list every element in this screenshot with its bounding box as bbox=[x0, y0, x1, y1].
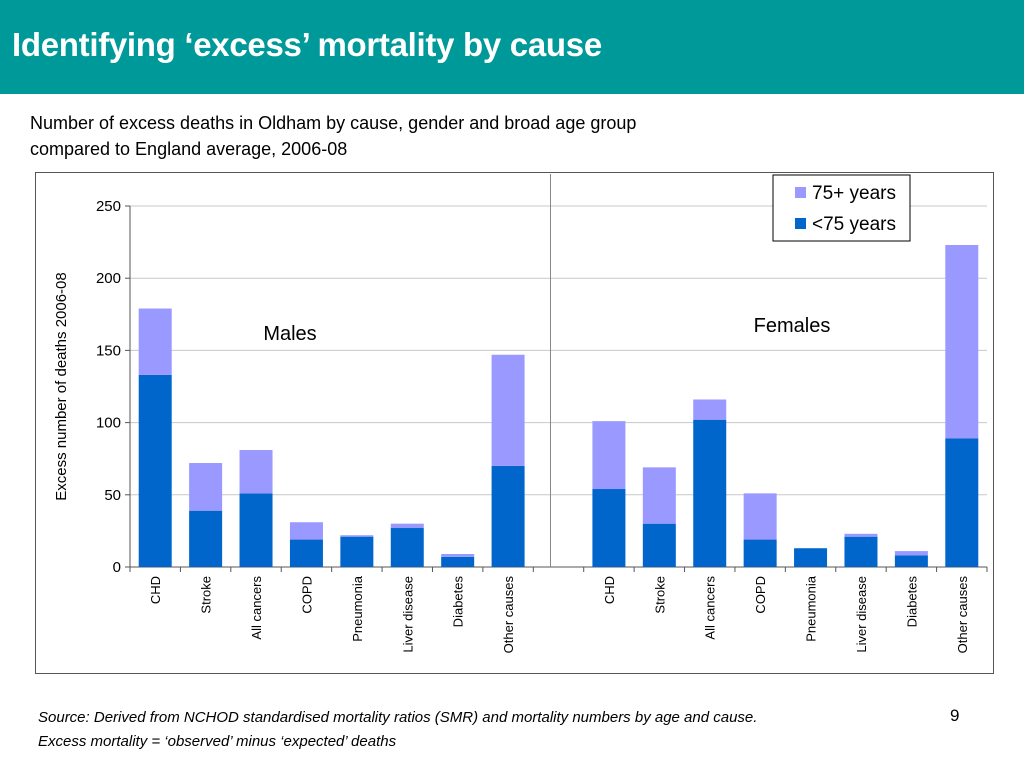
bar-under75 bbox=[743, 539, 777, 567]
x-category-label: Other causes bbox=[501, 576, 516, 654]
x-category-label: All cancers bbox=[249, 576, 264, 640]
x-category-label: Pneumonia bbox=[350, 575, 365, 642]
legend-label-under75: <75 years bbox=[812, 214, 896, 235]
bar-over75 bbox=[743, 493, 777, 540]
y-axis-label: Excess number of deaths 2006-08 bbox=[53, 272, 70, 500]
y-tick-label: 50 bbox=[104, 487, 121, 504]
source-line-2: Excess mortality = ‘observed’ minus ‘exp… bbox=[38, 733, 397, 750]
bar-over75 bbox=[289, 522, 323, 540]
x-category-label: Other causes bbox=[955, 576, 970, 654]
slide-title: Identifying ‘excess’ mortality by cause bbox=[12, 26, 602, 63]
source-note: Source: Derived from NCHOD standardised … bbox=[38, 706, 757, 754]
x-category-label: Pneumonia bbox=[804, 575, 819, 642]
bar-under75 bbox=[894, 555, 928, 567]
bar-over75 bbox=[642, 467, 676, 524]
bar-under75 bbox=[340, 536, 374, 567]
bar-under75 bbox=[794, 548, 828, 567]
bar-over75 bbox=[390, 523, 424, 529]
y-tick-label: 0 bbox=[113, 559, 121, 576]
x-category-label: Stroke bbox=[652, 576, 667, 614]
bar-over75 bbox=[441, 554, 475, 557]
x-category-label: Stroke bbox=[199, 576, 214, 614]
group-label-males: Males bbox=[263, 323, 316, 345]
y-tick-label: 150 bbox=[96, 342, 121, 359]
source-line-1: Source: Derived from NCHOD standardised … bbox=[38, 709, 758, 726]
bar-over75 bbox=[894, 551, 928, 556]
page-number: 9 bbox=[950, 706, 960, 725]
bar-over75 bbox=[340, 535, 374, 537]
bar-under75 bbox=[390, 528, 424, 567]
legend-swatch-over75 bbox=[795, 187, 806, 198]
bar-under75 bbox=[441, 556, 475, 567]
legend-label-over75: 75+ years bbox=[812, 183, 896, 204]
x-category-label: CHD bbox=[602, 576, 617, 604]
x-category-label: CHD bbox=[148, 576, 163, 604]
bar-over75 bbox=[491, 354, 525, 466]
bar-under75 bbox=[189, 510, 223, 567]
legend-swatch-under75 bbox=[795, 218, 806, 229]
bar-under75 bbox=[642, 523, 676, 567]
bar-over75 bbox=[592, 421, 626, 490]
bar-over75 bbox=[693, 399, 727, 420]
x-category-label: Liver disease bbox=[400, 576, 415, 653]
bar-over75 bbox=[945, 244, 979, 439]
bar-under75 bbox=[289, 539, 323, 567]
legend-box bbox=[772, 174, 911, 242]
bar-under75 bbox=[491, 465, 525, 567]
bar-over75 bbox=[189, 463, 223, 511]
y-tick-label: 250 bbox=[96, 198, 121, 215]
bar-over75 bbox=[239, 450, 273, 494]
x-category-label: Diabetes bbox=[451, 576, 466, 628]
group-label-females: Females bbox=[754, 315, 831, 337]
bar-under75 bbox=[693, 419, 727, 567]
chart-subtitle: Number of excess deaths in Oldham by cau… bbox=[30, 110, 790, 162]
x-category-label: Liver disease bbox=[854, 576, 869, 653]
y-tick-label: 200 bbox=[96, 270, 121, 287]
title-bar: Identifying ‘excess’ mortality by cause bbox=[0, 0, 1024, 94]
y-tick-label: 100 bbox=[96, 415, 121, 432]
bar-under75 bbox=[592, 489, 626, 567]
x-category-label: COPD bbox=[753, 576, 768, 614]
x-category-label: All cancers bbox=[703, 576, 718, 640]
chart-frame: 0 50 100 150 200 250 Excess number of deaths 2… bbox=[35, 172, 994, 674]
bar-over75 bbox=[138, 308, 172, 375]
x-category-label: Diabetes bbox=[904, 576, 919, 628]
x-category-label: COPD bbox=[299, 576, 314, 614]
subtitle-line-2: compared to England average, 2006-08 bbox=[30, 139, 348, 159]
bar-under75 bbox=[239, 493, 273, 567]
bar-over75 bbox=[844, 533, 878, 537]
bar-under75 bbox=[138, 374, 172, 567]
bar-under75 bbox=[945, 438, 979, 567]
subtitle-line-1: Number of excess deaths in Oldham by cau… bbox=[30, 113, 637, 133]
bar-chart: 0 50 100 150 200 250 Excess number of deaths 2… bbox=[53, 174, 988, 654]
bar-under75 bbox=[844, 536, 878, 567]
